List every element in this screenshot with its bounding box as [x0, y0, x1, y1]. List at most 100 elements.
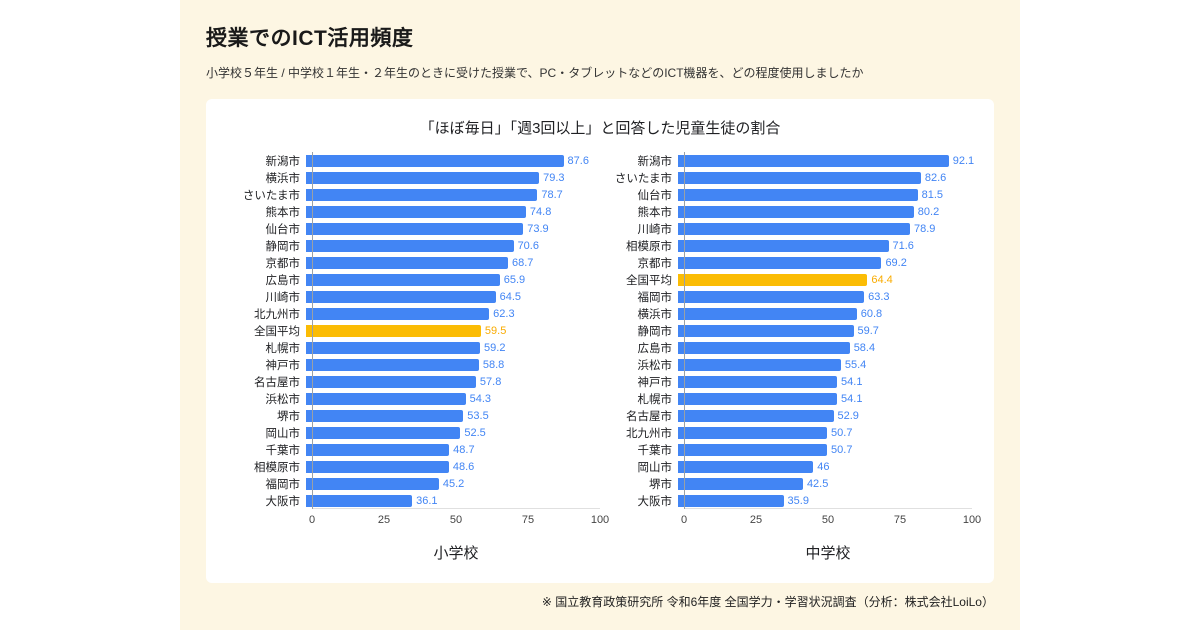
category-label: 大阪市	[637, 495, 673, 508]
bar-row: 新潟市 87.6	[228, 152, 600, 169]
bar	[678, 239, 889, 252]
bar-value: 50.7	[831, 443, 853, 456]
content-background: 授業でのICT活用頻度 小学校５年生 / 中学校１年生・２年生のときに受けた授業…	[180, 0, 1020, 630]
bar-row: 熊本市 74.8	[228, 203, 600, 220]
bar-value: 73.9	[527, 222, 549, 235]
group-label-junior-high: 中学校	[805, 545, 851, 562]
bar-row: 川崎市 78.9	[600, 220, 972, 237]
bar-track: 62.3	[306, 305, 600, 322]
bar-row: 静岡市 70.6	[228, 237, 600, 254]
bar-row: 北九州市 50.7	[600, 424, 972, 441]
bar-track: 48.6	[306, 458, 600, 475]
bar-row: 堺市 53.5	[228, 407, 600, 424]
bar-track: 46	[678, 458, 972, 475]
bar	[306, 154, 564, 167]
category-label: 相模原市	[626, 240, 672, 253]
bar-row: 千葉市 48.7	[228, 441, 600, 458]
category-label: 川崎市	[637, 223, 673, 236]
bar-track: 59.7	[678, 322, 972, 339]
bar	[678, 205, 914, 218]
bar-value: 59.7	[857, 324, 879, 337]
bar-national-average	[306, 324, 481, 337]
bar-row: 横浜市 79.3	[228, 169, 600, 186]
bar-value: 42.5	[806, 477, 829, 490]
source-footnote: ※ 国立教育政策研究所 令和6年度 全国学力・学習状況調査（分析：株式会社Loi…	[541, 595, 994, 609]
bar-track: 78.9	[678, 220, 972, 237]
category-label: 新潟市	[637, 155, 673, 168]
category-label: 神戸市	[265, 359, 301, 372]
x-axis-tick: 25	[377, 514, 391, 526]
category-label: 静岡市	[637, 325, 673, 338]
category-label: 大阪市	[265, 495, 301, 508]
x-axis: 0 25 50 75 100	[309, 512, 609, 530]
x-axis-tick: 0	[680, 514, 688, 526]
bar-value: 64.5	[499, 290, 522, 303]
bar-value: 82.6	[924, 171, 947, 184]
bar-row: 神戸市 54.1	[600, 373, 972, 390]
bar-row: 横浜市 60.8	[600, 305, 972, 322]
bar	[678, 324, 854, 337]
bar-value: 53.5	[467, 409, 489, 422]
bar-row: 全国平均 59.5	[228, 322, 600, 339]
bar-value: 63.3	[868, 290, 890, 303]
bar-value: 69.2	[885, 256, 907, 269]
bar-value: 50.7	[831, 426, 853, 439]
bar-row: 仙台市 73.9	[228, 220, 600, 237]
bar	[306, 188, 538, 201]
bar-value: 54.1	[841, 375, 863, 388]
category-label: 仙台市	[637, 189, 673, 202]
bar-row: 北九州市 62.3	[228, 305, 600, 322]
bar-value: 54.1	[841, 392, 863, 405]
bar-track: 60.8	[678, 305, 972, 322]
category-label: 堺市	[649, 478, 672, 491]
bar-value: 65.9	[503, 273, 526, 286]
bar-track: 82.6	[678, 169, 972, 186]
bar-value: 74.8	[529, 205, 552, 218]
category-label: 熊本市	[265, 206, 301, 219]
bar-track: 54.3	[306, 390, 600, 407]
x-axis-tick: 100	[590, 514, 610, 526]
bar-track: 65.9	[306, 271, 600, 288]
bar	[306, 375, 476, 388]
bar	[306, 205, 526, 218]
bar-row: 福岡市 63.3	[600, 288, 972, 305]
category-label: 横浜市	[637, 308, 673, 321]
bar-track: 35.9	[678, 492, 972, 509]
bar-value: 55.4	[844, 358, 867, 371]
category-label: 全国平均	[254, 325, 300, 338]
x-axis-tick: 75	[521, 514, 535, 526]
bar-row: 名古屋市 57.8	[228, 373, 600, 390]
bar-track: 92.1	[678, 152, 974, 169]
bar	[306, 426, 461, 439]
bar-track: 52.9	[678, 407, 972, 424]
bar	[306, 341, 481, 354]
bar	[306, 273, 500, 286]
category-label: 千葉市	[265, 444, 301, 457]
bar	[306, 358, 479, 371]
bar-value: 48.6	[452, 460, 475, 473]
x-axis-tick: 50	[821, 514, 835, 526]
category-label: 岡山市	[265, 427, 301, 440]
bar-value: 54.3	[469, 392, 492, 405]
bar-row: 大阪市 35.9	[600, 492, 972, 509]
bar-track: 54.1	[678, 390, 972, 407]
x-axis-tick: 50	[449, 514, 463, 526]
bar	[306, 222, 524, 235]
category-label: 熊本市	[637, 206, 673, 219]
category-label: 福岡市	[265, 478, 301, 491]
bar-value: 58.8	[482, 358, 505, 371]
bar-track: 57.8	[306, 373, 600, 390]
category-label: 福岡市	[637, 291, 673, 304]
bar-row: さいたま市 82.6	[600, 169, 972, 186]
bar-row: 川崎市 64.5	[228, 288, 600, 305]
bar	[678, 256, 882, 269]
bar	[678, 409, 834, 422]
bar	[306, 409, 464, 422]
bar-track: 63.3	[678, 288, 972, 305]
bar-value: 52.9	[837, 409, 859, 422]
bar-track: 71.6	[678, 237, 972, 254]
bar-value: 52.5	[464, 426, 486, 439]
bar-value: 60.8	[860, 307, 883, 320]
category-label: 広島市	[637, 342, 673, 355]
